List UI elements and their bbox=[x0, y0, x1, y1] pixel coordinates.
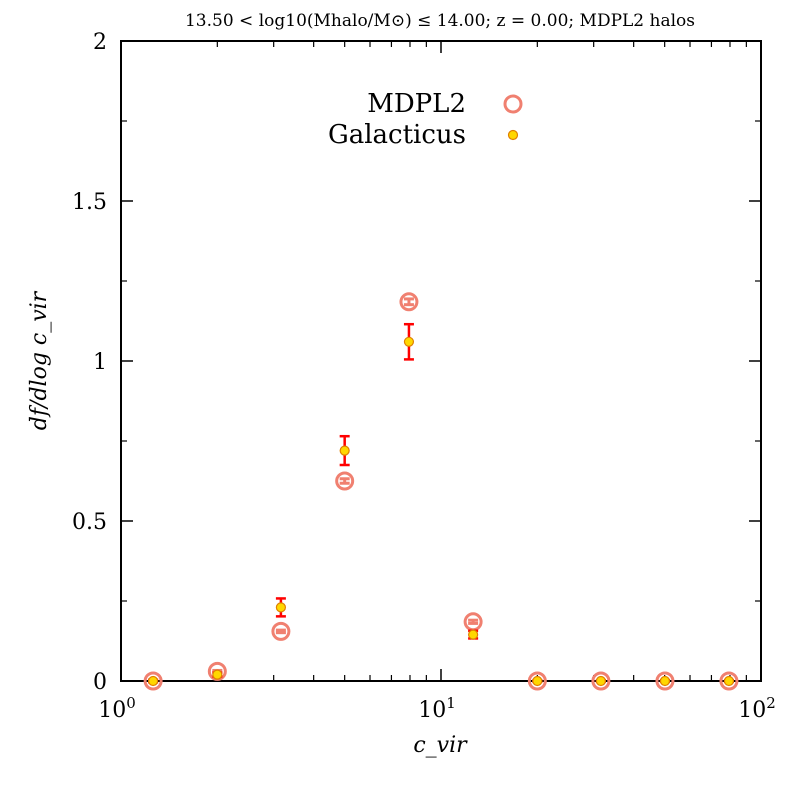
mdpl2-error-bar bbox=[403, 297, 414, 307]
galacticus-point bbox=[148, 675, 159, 687]
mdpl2-point bbox=[527, 671, 547, 691]
y-tick-label: 1.5 bbox=[72, 190, 107, 215]
x-tick-label: 102 bbox=[738, 694, 776, 723]
legend: MDPL2 Galacticus bbox=[328, 89, 523, 150]
y-axis-label: df/dlog c_vir bbox=[27, 290, 52, 430]
galacticus-point bbox=[403, 336, 415, 347]
mdpl2-point bbox=[335, 471, 355, 491]
galacticus-point bbox=[595, 675, 606, 687]
mdpl2-point bbox=[719, 671, 739, 691]
galacticus-point bbox=[212, 669, 223, 680]
galacticus-point bbox=[339, 445, 350, 456]
mdpl2-error-bar bbox=[275, 628, 286, 635]
x-tick-label: 100 bbox=[98, 694, 136, 723]
galacticus-point bbox=[275, 602, 286, 613]
mdpl2-point bbox=[271, 621, 291, 641]
mdpl2-point bbox=[655, 671, 675, 691]
x-tick-label: 101 bbox=[418, 694, 456, 723]
y-tick-label: 0.5 bbox=[72, 510, 107, 535]
galacticus-point bbox=[532, 675, 543, 687]
y-tick-label: 1 bbox=[93, 350, 107, 375]
y-tick-label: 0 bbox=[93, 670, 107, 695]
galacticus-point bbox=[723, 675, 735, 687]
legend-marker-mdpl2 bbox=[503, 94, 523, 114]
mdpl2-error-bar bbox=[339, 477, 350, 485]
mdpl2-point bbox=[399, 292, 419, 312]
x-axis-label: c_vir bbox=[413, 733, 468, 758]
mdpl2-point bbox=[591, 671, 611, 691]
legend-marker-galacticus bbox=[507, 129, 519, 141]
mdpl2-point bbox=[143, 671, 163, 691]
chart-title: 13.50 < log10(Mhalo/M⊙) ≤ 14.00; z = 0.0… bbox=[185, 11, 695, 31]
legend-label-mdpl2: MDPL2 bbox=[367, 89, 466, 119]
mdpl2-error-bar bbox=[468, 618, 479, 625]
y-tick-label: 2 bbox=[93, 30, 107, 55]
galacticus-point bbox=[659, 675, 671, 687]
galacticus-point bbox=[468, 629, 479, 640]
legend-label-galacticus: Galacticus bbox=[328, 120, 466, 150]
